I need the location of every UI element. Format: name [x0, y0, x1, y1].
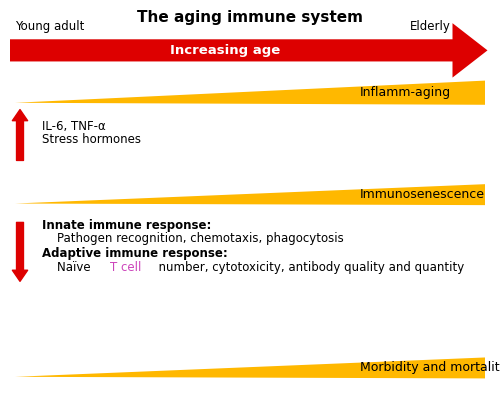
Text: Innate immune response:: Innate immune response: — [42, 219, 212, 232]
FancyArrowPatch shape — [12, 222, 28, 281]
FancyArrowPatch shape — [12, 110, 28, 160]
Text: Inflamm-aging: Inflamm-aging — [360, 86, 451, 99]
Polygon shape — [15, 184, 485, 205]
Text: Increasing age: Increasing age — [170, 44, 280, 57]
Text: The aging immune system: The aging immune system — [137, 10, 363, 25]
Text: number, cytotoxicity, antibody quality and quantity: number, cytotoxicity, antibody quality a… — [150, 262, 464, 274]
Text: Pathogen recognition, chemotaxis, phagocytosis: Pathogen recognition, chemotaxis, phagoc… — [42, 232, 344, 245]
Text: Naïve: Naïve — [42, 262, 95, 274]
Polygon shape — [15, 357, 485, 378]
Text: Immunosenescence: Immunosenescence — [360, 188, 485, 201]
Text: Young adult: Young adult — [15, 20, 84, 33]
Text: Adaptive immune response:: Adaptive immune response: — [42, 247, 228, 260]
Text: Elderly: Elderly — [410, 20, 451, 33]
Polygon shape — [10, 23, 488, 77]
Polygon shape — [15, 81, 485, 105]
Text: Stress hormones: Stress hormones — [42, 133, 141, 145]
Text: T cell: T cell — [110, 262, 142, 274]
Text: Morbidity and mortality: Morbidity and mortality — [360, 361, 500, 374]
Text: IL-6, TNF-α: IL-6, TNF-α — [42, 120, 106, 133]
